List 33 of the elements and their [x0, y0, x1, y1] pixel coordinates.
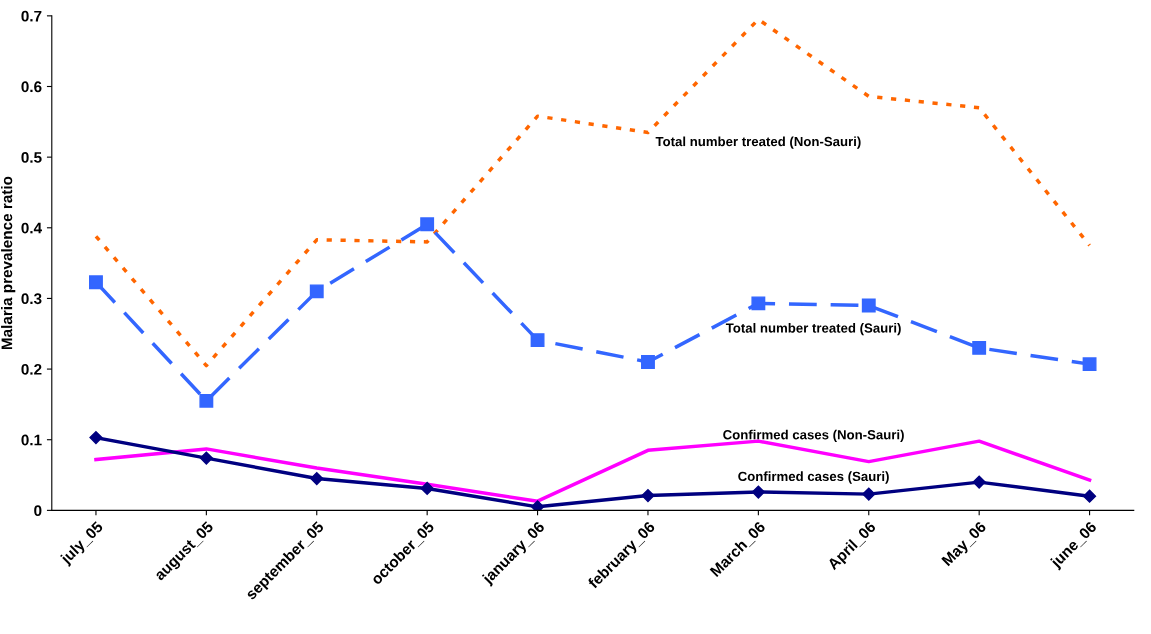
point — [530, 500, 545, 511]
point — [530, 333, 545, 348]
series-label: Total number treated (Sauri) — [725, 323, 901, 336]
point — [641, 355, 655, 369]
point — [89, 431, 103, 445]
series-label: Confirmed cases (Non-Sauri) — [723, 429, 904, 442]
point — [420, 481, 434, 496]
point — [89, 275, 103, 290]
point — [199, 451, 213, 465]
point — [972, 475, 986, 489]
point — [751, 296, 766, 311]
y-tick-label: 0.2 — [21, 363, 42, 375]
point — [751, 485, 765, 499]
point — [862, 487, 876, 501]
point — [420, 217, 435, 232]
point — [309, 284, 324, 299]
point — [199, 393, 214, 408]
y-tick-label: 0.5 — [21, 152, 42, 163]
y-axis-title: Malaria prevalence ratio — [1, 176, 16, 350]
point — [861, 298, 876, 313]
series-label: Total number treated (Non-Sauri) — [655, 136, 861, 149]
point — [1082, 489, 1097, 503]
point — [310, 471, 324, 486]
series-label: Confirmed cases (Sauri) — [738, 471, 889, 484]
point — [1082, 357, 1097, 372]
y-tick-label: 0.7 — [21, 10, 42, 22]
y-tick-label: 0.1 — [21, 434, 42, 446]
point — [972, 340, 987, 355]
y-tick-label: 0.3 — [21, 293, 42, 305]
y-tick-label: 0.4 — [21, 222, 42, 234]
point — [641, 488, 655, 503]
y-tick-label: 0 — [34, 505, 42, 517]
y-tick-label: 0.6 — [21, 81, 42, 93]
